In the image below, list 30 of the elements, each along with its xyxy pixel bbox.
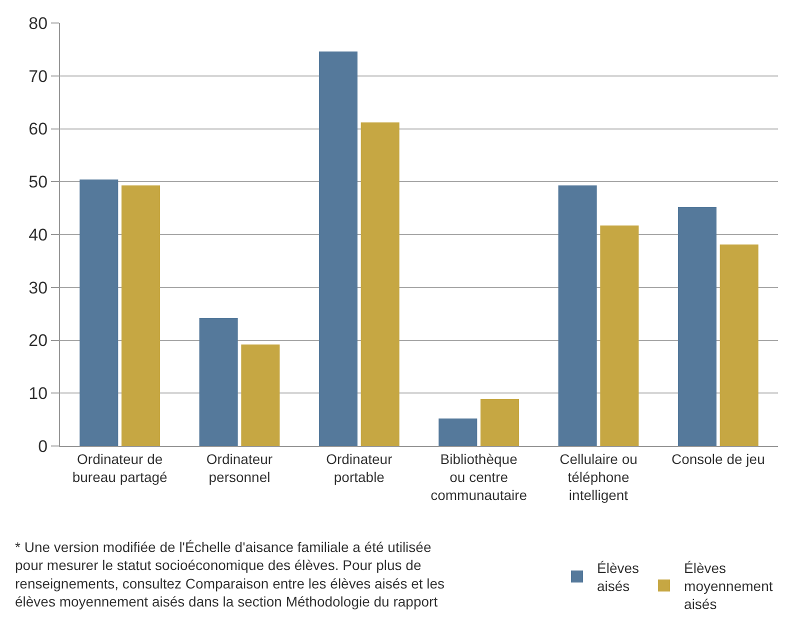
bar	[241, 344, 280, 446]
bar	[199, 318, 238, 446]
y-tick-label: 30	[28, 278, 48, 298]
y-tick-label: 50	[28, 172, 48, 192]
x-tick-label: Ordinateur portable	[326, 450, 393, 485]
y-tick-label: 70	[28, 66, 48, 86]
text: * Une version modifiée de l'Échelle d'aisance familiale a été utilisée pour mesurer le statut socioéconomique des élèves. Pour plus de renseignements, consultez Comparaison entre les élèves aisés et les élèves moyennement aisés dans la section Méthodologie du rapport	[15, 539, 445, 610]
bar	[438, 418, 478, 446]
y-tick-label: 0	[38, 436, 48, 456]
y-tick-label: 10	[28, 384, 48, 404]
x-tick-label: Console de jeu	[671, 450, 765, 467]
x-tick-label: Bibliothèque ou centre communautaire	[430, 450, 528, 504]
bar	[600, 226, 639, 446]
bar	[80, 180, 118, 446]
bar	[480, 398, 520, 446]
bar	[558, 185, 597, 446]
y-tick-label: 60	[28, 120, 48, 139]
legend-label: Élèves aisés	[597, 560, 640, 594]
x-tick-label: Ordinateur personnel	[206, 450, 273, 485]
y-tick-label: 20	[28, 331, 48, 350]
bar	[720, 244, 758, 446]
x-tick-label: Ordinateur de bureau partagé	[72, 450, 168, 485]
y-tick-label: 40	[28, 225, 48, 244]
bar	[122, 185, 160, 446]
bar	[318, 52, 358, 446]
legend-label: Élèves moyennement aisés	[684, 560, 773, 612]
bar	[678, 207, 716, 446]
x-tick-label: Cellulaire ou téléphone intelligent	[560, 450, 638, 504]
bar	[360, 122, 400, 446]
y-tick-label: 80	[28, 14, 48, 33]
